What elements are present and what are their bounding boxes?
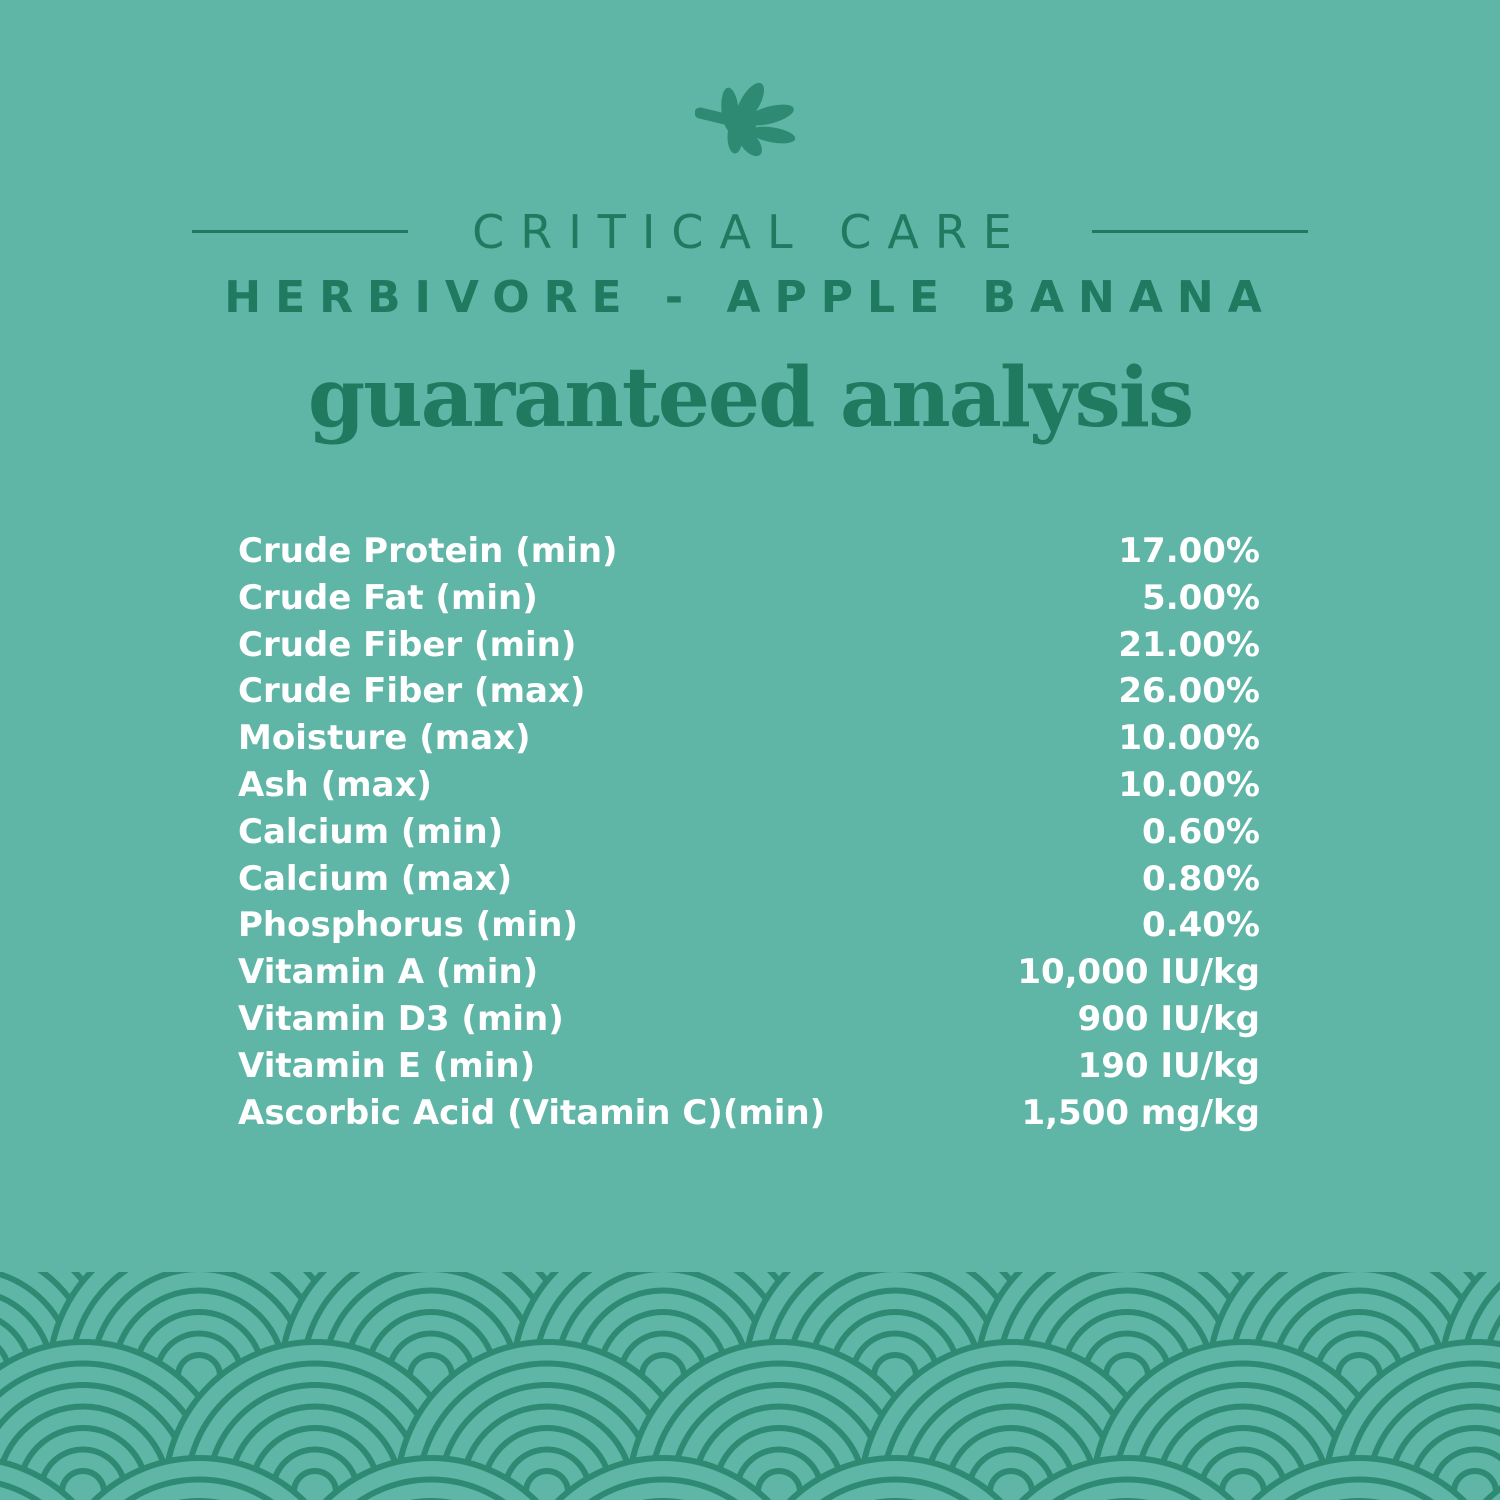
table-row: Crude Protein (min) 17.00% <box>238 528 1260 575</box>
divider-left <box>192 230 408 233</box>
analysis-table: Crude Protein (min) 17.00% Crude Fat (min)… <box>238 528 1260 1136</box>
nutrient-label: Crude Fiber (min) <box>238 624 577 665</box>
leaf-icon <box>695 82 796 157</box>
nutrient-label: Ash (max) <box>238 764 432 805</box>
nutrient-value: 10.00% <box>1118 718 1260 759</box>
nutrient-value: 0.60% <box>1142 811 1260 852</box>
table-row: Calcium (max) 0.80% <box>238 856 1260 903</box>
nutrient-value: 10.00% <box>1118 764 1260 805</box>
nutrient-value: 17.00% <box>1118 531 1260 571</box>
nutrient-label: Moisture (max) <box>238 718 531 759</box>
wave-pattern-fill <box>0 1272 1500 1500</box>
table-row: Vitamin A (min) 10,000 IU/kg <box>238 949 1260 996</box>
table-row: Calcium (min) 0.60% <box>238 809 1260 856</box>
table-row: Vitamin D3 (min) 900 IU/kg <box>238 996 1260 1043</box>
nutrient-label: Crude Protein (min) <box>238 531 618 571</box>
brand-name: CRITICAL CARE <box>472 205 1028 259</box>
divider-right <box>1092 230 1308 233</box>
nutrient-value: 10,000 IU/kg <box>1017 952 1260 993</box>
page-title: guaranteed analysis <box>307 350 1194 446</box>
wave-pattern <box>0 1272 1500 1500</box>
nutrient-value: 0.80% <box>1142 858 1260 899</box>
nutrient-label: Crude Fiber (max) <box>238 671 586 712</box>
nutrient-label: Calcium (min) <box>238 811 504 852</box>
nutrient-value: 900 IU/kg <box>1077 998 1260 1039</box>
nutrient-label: Crude Fat (min) <box>238 577 538 618</box>
nutrient-value: 21.00% <box>1118 624 1260 665</box>
nutrient-label: Ascorbic Acid (Vitamin C)(min) <box>238 1092 826 1133</box>
nutrient-label: Vitamin E (min) <box>238 1045 536 1086</box>
table-row: Crude Fiber (min) 21.00% <box>238 622 1260 669</box>
nutrient-value: 1,500 mg/kg <box>1021 1092 1260 1133</box>
table-row: Crude Fat (min) 5.00% <box>238 575 1260 622</box>
nutrient-value: 0.40% <box>1142 905 1260 946</box>
nutrient-value: 5.00% <box>1142 577 1260 618</box>
nutrient-label: Vitamin A (min) <box>238 952 539 993</box>
nutrient-label: Calcium (max) <box>238 858 513 899</box>
table-row: Moisture (max) 10.00% <box>238 715 1260 762</box>
nutrient-value: 190 IU/kg <box>1077 1045 1260 1086</box>
table-row: Vitamin E (min) 190 IU/kg <box>238 1043 1260 1090</box>
nutrient-label: Vitamin D3 (min) <box>238 998 564 1039</box>
table-row: Ascorbic Acid (Vitamin C)(min) 1,500 mg/k… <box>238 1090 1260 1137</box>
table-row: Ash (max) 10.00% <box>238 762 1260 809</box>
table-row: Crude Fiber (max) 26.00% <box>238 668 1260 715</box>
table-row: Phosphorus (min) 0.40% <box>238 902 1260 949</box>
nutrient-value: 26.00% <box>1118 671 1260 712</box>
product-name: HERBIVORE - APPLE BANANA <box>224 272 1276 323</box>
nutrient-label: Phosphorus (min) <box>238 905 579 946</box>
